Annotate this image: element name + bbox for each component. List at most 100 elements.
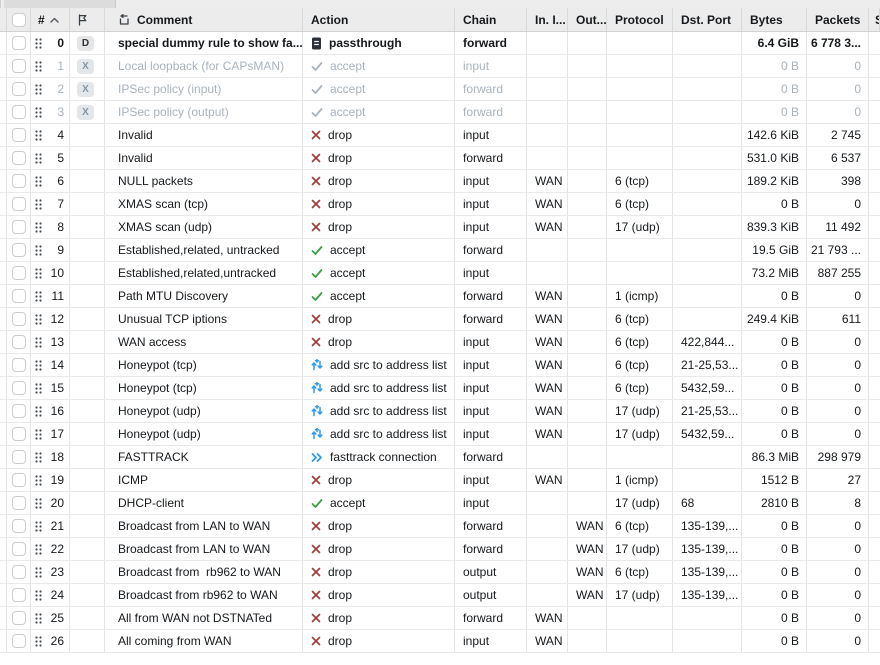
table-row[interactable]: 6 NULL packets drop input WAN 6 (tcp) 18… (0, 170, 880, 193)
table-row[interactable]: 8 XMAS scan (udp) drop input WAN 17 (udp… (0, 216, 880, 239)
drag-handle-icon[interactable] (35, 612, 42, 624)
drag-handle-icon[interactable] (35, 152, 42, 164)
row-checkbox[interactable] (11, 266, 26, 280)
drag-handle-icon[interactable] (35, 244, 42, 256)
row-checkbox[interactable] (11, 59, 26, 73)
table-row[interactable]: 5 Invalid drop forward 531.0 KiB 6 537 (0, 147, 880, 170)
select-all-checkbox[interactable] (11, 12, 26, 27)
drag-handle-icon[interactable] (35, 359, 42, 371)
drag-handle-icon[interactable] (35, 267, 42, 279)
table-row[interactable]: 20 DHCP-client accept input 17 (udp) 68 … (0, 492, 880, 515)
row-checkbox[interactable] (11, 496, 26, 510)
col-header-comment[interactable]: Comment (105, 8, 303, 31)
row-checkbox[interactable] (11, 542, 26, 556)
drag-handle-icon[interactable] (35, 451, 42, 463)
sort-ascending-icon[interactable] (50, 17, 59, 23)
drag-handle-icon[interactable] (35, 497, 42, 509)
col-header-src-port[interactable]: S (869, 8, 880, 31)
drag-handle-icon[interactable] (35, 106, 42, 118)
drag-handle-icon[interactable] (35, 60, 42, 72)
table-row[interactable]: 21 Broadcast from LAN to WAN drop forwar… (0, 515, 880, 538)
drag-handle-icon[interactable] (35, 129, 42, 141)
drag-handle-icon[interactable] (35, 198, 42, 210)
table-row[interactable]: 17 Honeypot (udp) add src to address lis… (0, 423, 880, 446)
drag-handle-icon[interactable] (35, 83, 42, 95)
row-checkbox[interactable] (11, 36, 26, 50)
table-row[interactable]: 16 Honeypot (udp) add src to address lis… (0, 400, 880, 423)
col-header-out-interface[interactable]: Out... (568, 8, 607, 31)
drag-handle-icon[interactable] (35, 566, 42, 578)
drag-handle-icon[interactable] (35, 474, 42, 486)
row-checkbox[interactable] (11, 358, 26, 372)
rule-number: 22 (50, 542, 64, 556)
table-row[interactable]: 7 XMAS scan (tcp) drop input WAN 6 (tcp)… (0, 193, 880, 216)
drag-handle-icon[interactable] (35, 336, 42, 348)
row-checkbox[interactable] (11, 128, 26, 142)
row-checkbox[interactable] (11, 174, 26, 188)
drag-handle-icon[interactable] (35, 543, 42, 555)
table-row[interactable]: 15 Honeypot (tcp) add src to address lis… (0, 377, 880, 400)
drag-handle-icon[interactable] (35, 382, 42, 394)
table-row[interactable]: 11 Path MTU Discovery accept forward WAN… (0, 285, 880, 308)
row-checkbox[interactable] (11, 289, 26, 303)
drag-handle-icon[interactable] (35, 290, 42, 302)
row-checkbox[interactable] (11, 565, 26, 579)
drag-handle-icon[interactable] (35, 175, 42, 187)
drag-handle-icon[interactable] (35, 520, 42, 532)
row-checkbox[interactable] (11, 450, 26, 464)
table-row[interactable]: 3 X IPSec policy (output) accept forward… (0, 101, 880, 124)
col-header-flags[interactable] (70, 8, 105, 31)
table-row[interactable]: 9 Established,related, untracked accept … (0, 239, 880, 262)
table-row[interactable]: 1 X Local loopback (for CAPsMAN) accept … (0, 55, 880, 78)
col-header-protocol[interactable]: Protocol (607, 8, 673, 31)
row-checkbox[interactable] (11, 427, 26, 441)
add-to-address-list-icon (311, 404, 323, 418)
col-header-number[interactable]: # (31, 8, 70, 31)
table-row[interactable]: 23 Broadcast from rb962 to WAN drop outp… (0, 561, 880, 584)
accept-icon (311, 291, 323, 302)
row-checkbox[interactable] (11, 634, 26, 648)
row-checkbox[interactable] (11, 335, 26, 349)
row-checkbox[interactable] (11, 473, 26, 487)
row-checkbox[interactable] (11, 151, 26, 165)
table-row[interactable]: 24 Broadcast from rb962 to WAN drop outp… (0, 584, 880, 607)
table-row[interactable]: 25 All from WAN not DSTNATed drop forwar… (0, 607, 880, 630)
row-checkbox[interactable] (11, 519, 26, 533)
table-row[interactable]: 12 Unusual TCP iptions drop forward WAN … (0, 308, 880, 331)
drag-handle-icon[interactable] (35, 313, 42, 325)
drag-handle-icon[interactable] (35, 37, 42, 49)
col-header-select[interactable] (7, 8, 31, 31)
table-row[interactable]: 4 Invalid drop input 142.6 KiB 2 745 (0, 124, 880, 147)
col-header-in-interface[interactable]: In. I... (527, 8, 568, 31)
table-row[interactable]: 0 D special dummy rule to show fa... pas… (0, 32, 880, 55)
src-port-cell (869, 584, 880, 606)
col-header-bytes[interactable]: Bytes (742, 8, 807, 31)
col-header-packets[interactable]: Packets (807, 8, 869, 31)
table-row[interactable]: 19 ICMP drop input WAN 1 (icmp) 1512 B 2… (0, 469, 880, 492)
table-row[interactable]: 2 X IPSec policy (input) accept forward … (0, 78, 880, 101)
drag-handle-icon[interactable] (35, 405, 42, 417)
table-row[interactable]: 18 FASTTRACK fasttrack connection forwar… (0, 446, 880, 469)
col-header-action[interactable]: Action (303, 8, 455, 31)
row-checkbox[interactable] (11, 312, 26, 326)
row-checkbox[interactable] (11, 381, 26, 395)
col-header-chain[interactable]: Chain (455, 8, 527, 31)
drag-handle-icon[interactable] (35, 635, 42, 647)
row-checkbox[interactable] (11, 588, 26, 602)
col-header-dst-port[interactable]: Dst. Port (673, 8, 742, 31)
table-row[interactable]: 10 Established,related,untracked accept … (0, 262, 880, 285)
table-row[interactable]: 13 WAN access drop input WAN 6 (tcp) 422… (0, 331, 880, 354)
row-checkbox[interactable] (11, 611, 26, 625)
table-row[interactable]: 14 Honeypot (tcp) add src to address lis… (0, 354, 880, 377)
row-checkbox[interactable] (11, 82, 26, 96)
table-row[interactable]: 26 All coming from WAN drop input WAN 0 … (0, 630, 880, 653)
table-row[interactable]: 22 Broadcast from LAN to WAN drop forwar… (0, 538, 880, 561)
drag-handle-icon[interactable] (35, 589, 42, 601)
row-checkbox[interactable] (11, 404, 26, 418)
row-checkbox[interactable] (11, 220, 26, 234)
drag-handle-icon[interactable] (35, 221, 42, 233)
row-checkbox[interactable] (11, 243, 26, 257)
row-checkbox[interactable] (11, 105, 26, 119)
drag-handle-icon[interactable] (35, 428, 42, 440)
row-checkbox[interactable] (11, 197, 26, 211)
